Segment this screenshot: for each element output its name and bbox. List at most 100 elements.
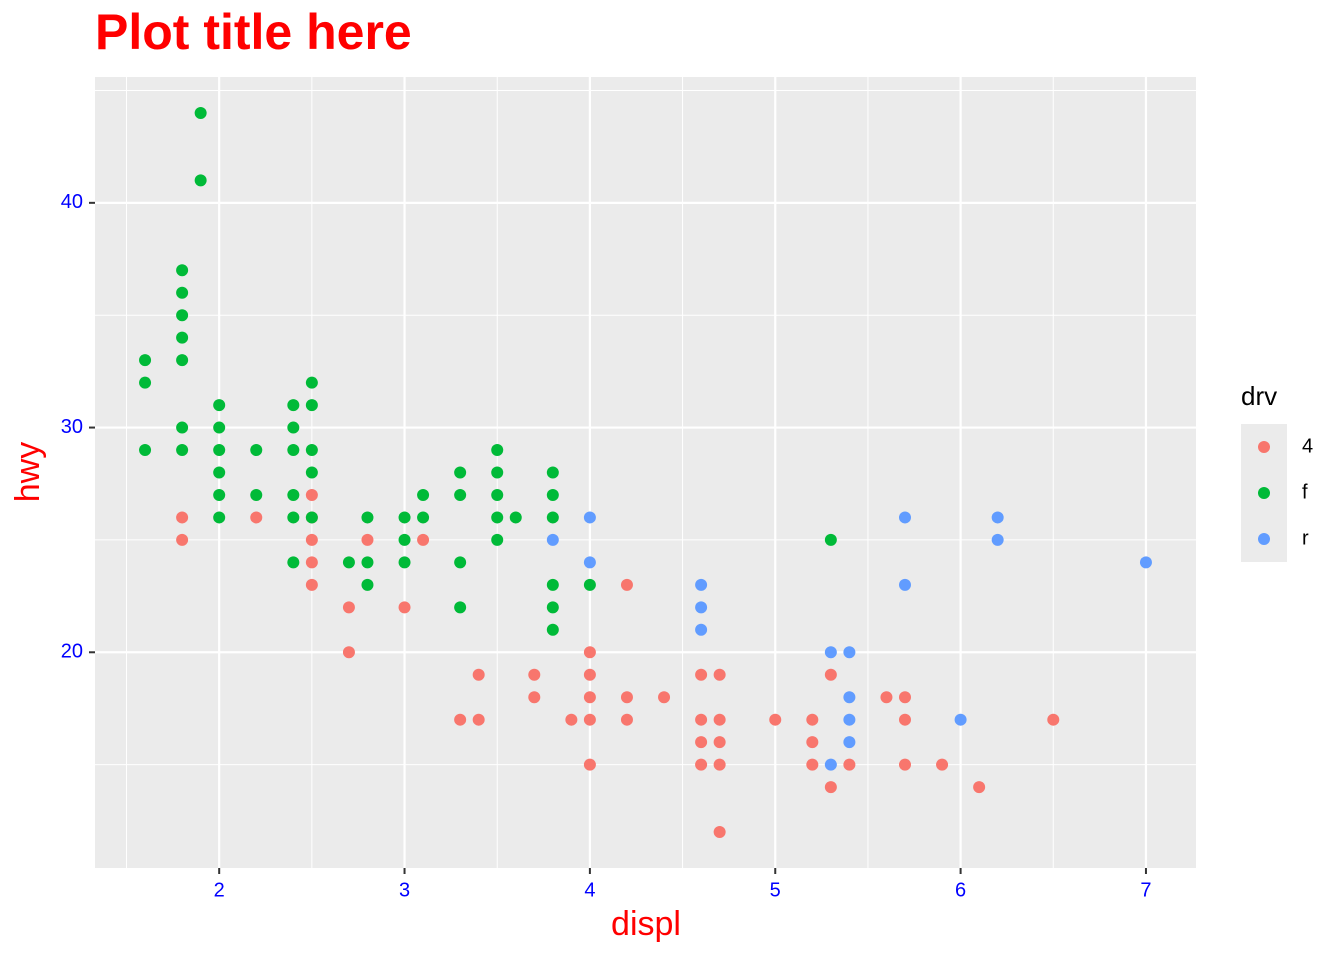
point: [472, 668, 485, 681]
point: [287, 488, 300, 501]
y-axis-title: hwy: [9, 442, 47, 502]
point: [898, 511, 911, 524]
point: [713, 826, 726, 839]
point: [176, 264, 189, 277]
point: [546, 623, 559, 636]
x-tick-label: 4: [584, 879, 595, 901]
point: [139, 354, 152, 367]
point: [824, 781, 837, 794]
point: [898, 758, 911, 771]
point: [194, 106, 207, 119]
point: [305, 376, 318, 389]
point: [250, 444, 263, 457]
point: [213, 399, 226, 412]
point: [583, 511, 596, 524]
point: [287, 511, 300, 524]
point: [176, 286, 189, 299]
point: [824, 533, 837, 546]
point: [1047, 713, 1060, 726]
point: [695, 713, 708, 726]
point: [583, 646, 596, 659]
point: [991, 511, 1004, 524]
legend-marker: [1258, 487, 1270, 499]
point: [620, 691, 633, 704]
point: [454, 601, 467, 614]
point: [546, 511, 559, 524]
point: [176, 511, 189, 524]
point: [491, 444, 504, 457]
point: [806, 713, 819, 726]
point: [472, 713, 485, 726]
point: [695, 758, 708, 771]
point: [898, 578, 911, 591]
legend-marker: [1258, 441, 1270, 453]
point: [305, 488, 318, 501]
x-tick-label: 3: [399, 879, 410, 901]
point: [973, 781, 986, 794]
point: [213, 511, 226, 524]
point: [583, 668, 596, 681]
point: [546, 488, 559, 501]
point: [454, 466, 467, 479]
point: [417, 511, 430, 524]
point: [361, 533, 374, 546]
point: [565, 713, 578, 726]
point: [824, 758, 837, 771]
point: [806, 736, 819, 749]
x-tick-label: 5: [770, 879, 781, 901]
point: [176, 354, 189, 367]
point: [528, 668, 541, 681]
point: [139, 376, 152, 389]
point: [695, 601, 708, 614]
point: [361, 556, 374, 569]
point: [194, 174, 207, 187]
point: [250, 511, 263, 524]
y-tick-label: 20: [61, 641, 83, 663]
point: [491, 488, 504, 501]
point: [546, 601, 559, 614]
point: [583, 578, 596, 591]
point: [583, 556, 596, 569]
point: [806, 758, 819, 771]
point: [287, 556, 300, 569]
point: [176, 331, 189, 344]
y-tick-label: 40: [61, 191, 83, 213]
point: [695, 623, 708, 636]
point: [398, 533, 411, 546]
point: [342, 556, 355, 569]
point: [509, 511, 522, 524]
point: [342, 601, 355, 614]
point: [491, 466, 504, 479]
point: [695, 736, 708, 749]
point: [843, 758, 856, 771]
point: [454, 488, 467, 501]
point: [361, 578, 374, 591]
point: [843, 646, 856, 659]
x-tick-label: 6: [955, 879, 966, 901]
point: [880, 691, 893, 704]
point: [713, 668, 726, 681]
point: [843, 691, 856, 704]
point: [954, 713, 967, 726]
point: [769, 713, 782, 726]
point: [305, 399, 318, 412]
point: [713, 736, 726, 749]
point: [898, 691, 911, 704]
point: [213, 421, 226, 434]
x-tick-label: 2: [214, 879, 225, 901]
x-tick-label: 7: [1140, 879, 1151, 901]
point: [713, 758, 726, 771]
panel: [95, 77, 1196, 868]
point: [287, 421, 300, 434]
point: [305, 511, 318, 524]
point: [305, 556, 318, 569]
point: [898, 713, 911, 726]
point: [305, 444, 318, 457]
point: [305, 533, 318, 546]
point: [658, 691, 671, 704]
point: [176, 309, 189, 322]
point: [176, 444, 189, 457]
point: [620, 578, 633, 591]
point: [695, 668, 708, 681]
